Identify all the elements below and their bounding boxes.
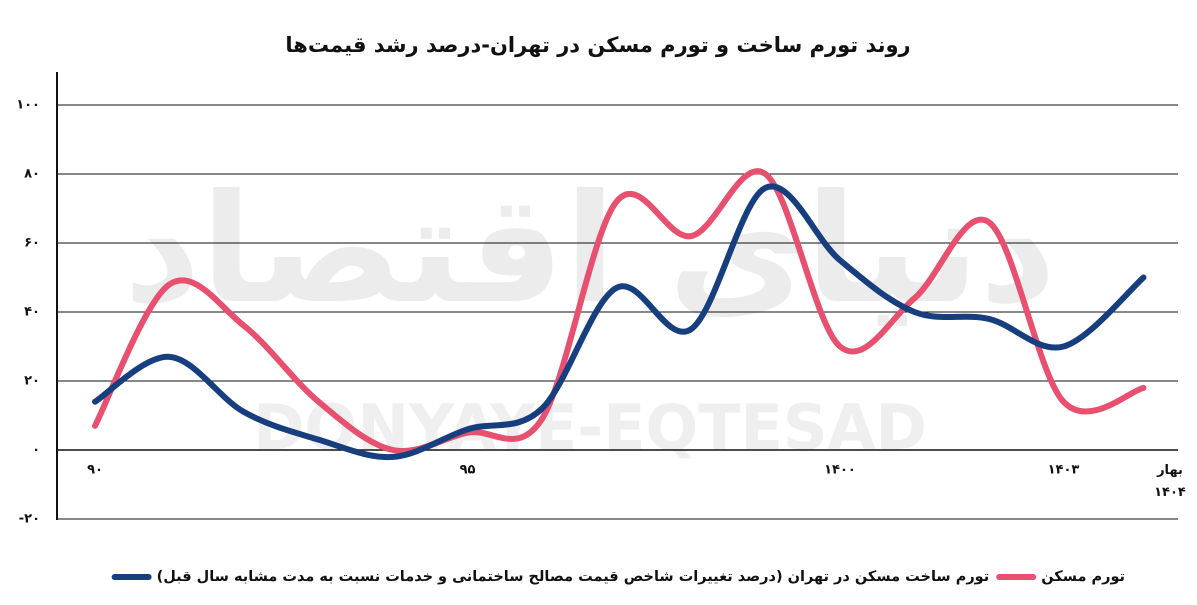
y-tick-label: ۶۰ bbox=[24, 236, 40, 251]
x-tick-label: بهار ۱۴۰۴ bbox=[1154, 463, 1186, 500]
x-tick-label: ۹۰ bbox=[87, 463, 103, 478]
y-tick-label: ۰ bbox=[32, 443, 40, 458]
x-tick-label: ۱۴۰۳ bbox=[1048, 463, 1080, 478]
y-tick-label: ۸۰ bbox=[24, 167, 40, 182]
chart-title: روند تورم ساخت و تورم مسکن در تهران-درصد… bbox=[285, 33, 910, 57]
y-tick-label: ۴۰ bbox=[24, 305, 40, 320]
y-tick-label: ۱۰۰ bbox=[16, 98, 40, 113]
y-tick-label: ۲۰ bbox=[24, 374, 40, 389]
y-tick-label: -۲۰ bbox=[19, 512, 40, 527]
legend-label: تورم ساخت مسکن در تهران (درصد تغییرات شا… bbox=[157, 569, 990, 585]
legend-label: تورم مسکن bbox=[1041, 569, 1125, 585]
x-tick-label: ۹۵ bbox=[460, 463, 476, 478]
x-tick-label: ۱۴۰۰ bbox=[824, 463, 856, 478]
series-line bbox=[92, 168, 1147, 454]
series-line bbox=[92, 183, 1147, 461]
